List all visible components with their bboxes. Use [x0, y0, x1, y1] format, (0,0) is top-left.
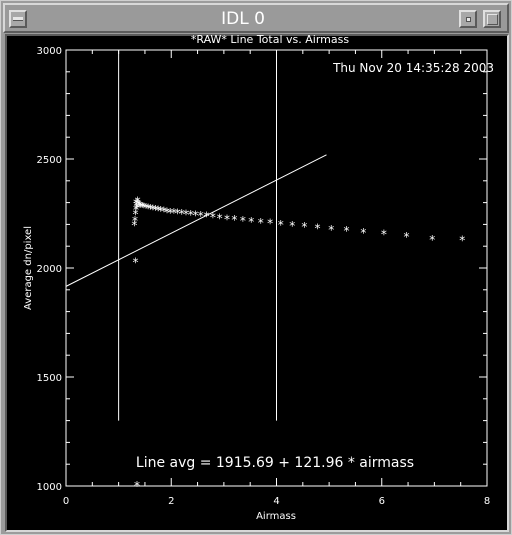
y-tick-label: 1000: [37, 482, 62, 493]
data-point: *: [183, 208, 189, 222]
plot-canvas: [5, 34, 509, 532]
window-menu-icon[interactable]: [9, 10, 27, 28]
data-point: *: [133, 197, 139, 211]
data-point: *: [198, 209, 204, 223]
minimize-icon[interactable]: [459, 10, 477, 28]
data-point: *: [145, 201, 151, 215]
data-point: *: [231, 213, 237, 227]
data-point: *: [175, 207, 181, 221]
y-tick-label: 2000: [37, 264, 62, 275]
data-point: *: [135, 194, 141, 208]
x-tick-label: 8: [484, 496, 490, 507]
data-point: *: [289, 219, 295, 233]
data-point: *: [210, 211, 216, 225]
data-point: *: [343, 224, 349, 238]
data-point: *: [360, 226, 366, 240]
data-point: *: [155, 204, 161, 218]
data-point: *: [137, 199, 143, 213]
fit-equation-annotation: Line avg = 1915.69 + 121.96 * airmass: [136, 455, 414, 471]
plot-axes: 0 2 4 6 8 1000 1500 2000 2500 3000: [37, 46, 491, 507]
x-tick-label: 0: [63, 496, 69, 507]
plot-marks: ***************************** * * * * * * * * * * *…: [65, 50, 465, 493]
x-tick-label: 4: [273, 496, 279, 507]
y-tick-label: 3000: [37, 46, 62, 57]
data-point: *: [429, 233, 435, 247]
fit-line: [65, 154, 327, 287]
data-point: *: [134, 201, 140, 215]
data-point: *: [204, 210, 210, 224]
data-point: *: [147, 202, 153, 216]
data-point: *: [267, 217, 273, 231]
data-point: *: [328, 223, 334, 237]
data-point: *: [315, 221, 321, 235]
chart-title: *RAW* Line Total vs. Airmass: [191, 33, 349, 46]
data-point: *: [188, 208, 194, 222]
data-point: *: [132, 214, 138, 228]
data-point: *: [141, 201, 147, 215]
data-point: *: [167, 206, 173, 220]
chart-timestamp: Thu Nov 20 14:35:28 2003: [332, 61, 494, 75]
data-point: *: [164, 205, 170, 219]
data-point: *: [240, 214, 246, 228]
data-point: *: [248, 215, 254, 229]
data-point: *: [171, 206, 177, 220]
data-point: *: [301, 220, 307, 234]
data-point: *: [136, 198, 142, 212]
data-point: *: [158, 204, 164, 218]
data-point: *: [131, 218, 137, 232]
y-axis-title: Average dn/pixel: [23, 226, 34, 310]
y-tick-label: 1500: [37, 373, 62, 384]
data-point: *: [133, 203, 139, 217]
x-tick-label: 2: [168, 496, 174, 507]
window-title: IDL 0: [221, 9, 265, 29]
data-point: *: [258, 216, 264, 230]
data-point: *: [139, 200, 145, 214]
data-point: *: [134, 479, 140, 493]
data-point: *: [150, 203, 156, 217]
data-point: *: [459, 234, 465, 248]
data-point: *: [134, 199, 140, 213]
maximize-icon[interactable]: [483, 10, 501, 28]
title-bar[interactable]: IDL 0: [3, 3, 509, 33]
data-point: *: [403, 230, 409, 244]
data-point: *: [224, 212, 230, 226]
x-axis-title: Airmass: [256, 511, 296, 522]
data-point: *: [132, 208, 138, 222]
data-point: *: [132, 255, 138, 269]
data-point: *: [278, 218, 284, 232]
y-tick-label: 2500: [37, 155, 62, 166]
data-point: *: [217, 211, 223, 225]
data-point: *: [179, 207, 185, 221]
x-tick-label: 6: [379, 496, 385, 507]
data-point: *: [161, 205, 167, 219]
data-point: *: [152, 203, 158, 217]
data-point: *: [381, 228, 387, 242]
data-point: *: [143, 201, 149, 215]
data-point: *: [192, 209, 198, 223]
data-point: *: [138, 200, 144, 214]
